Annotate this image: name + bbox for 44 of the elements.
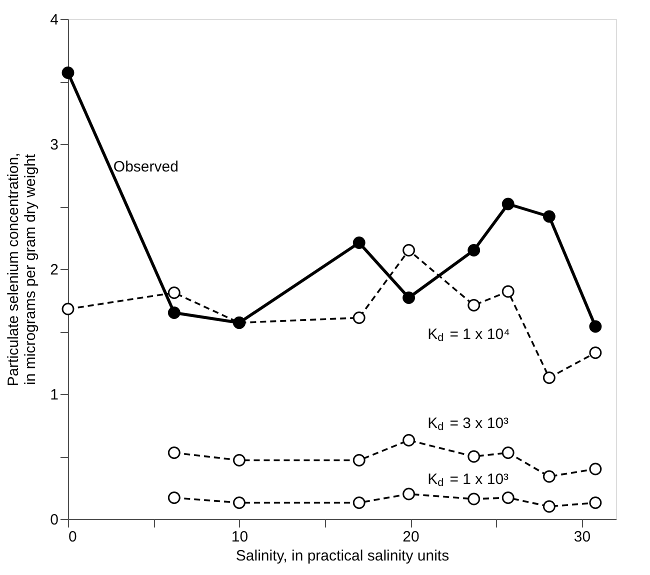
point [168, 446, 180, 459]
x-tick-label: 10 [231, 528, 248, 546]
point [402, 292, 416, 304]
y-tick-label: 4 [50, 12, 58, 28]
x-axis-title: Salinity, in practical salinity units [236, 548, 450, 564]
y-tick-label: 1 [50, 386, 58, 404]
point [589, 346, 602, 359]
series-label: Observed [113, 158, 178, 176]
point [502, 492, 514, 504]
y-tick-label: 0 [50, 512, 58, 528]
point [502, 285, 514, 298]
point [168, 492, 180, 504]
point [542, 210, 556, 223]
point [62, 66, 74, 79]
point [352, 454, 366, 466]
y-tick-label: 3 [50, 136, 58, 154]
point [502, 446, 514, 459]
y-tick-label: 2 [50, 262, 58, 278]
point [402, 434, 416, 446]
point [589, 496, 602, 509]
point [233, 454, 246, 466]
point [168, 286, 180, 299]
point [352, 312, 366, 324]
point [352, 236, 366, 249]
point [402, 244, 416, 256]
y-axis-title: Particulate selenium concentration, in micrograms per gram dry weight [5, 152, 40, 386]
point [542, 470, 556, 483]
point [589, 462, 602, 476]
point [589, 320, 602, 333]
point [468, 244, 480, 256]
point [468, 450, 480, 463]
point [233, 496, 246, 509]
point [542, 500, 556, 513]
point [542, 372, 556, 384]
x-tick-label: 30 [574, 528, 591, 546]
point [62, 302, 74, 316]
point [352, 496, 366, 509]
point [168, 306, 180, 319]
x-tick-label: 20 [402, 528, 420, 546]
point [402, 488, 416, 500]
point [468, 299, 480, 312]
point [502, 198, 514, 210]
point [468, 492, 480, 506]
x-tick-label: 0 [68, 528, 77, 546]
